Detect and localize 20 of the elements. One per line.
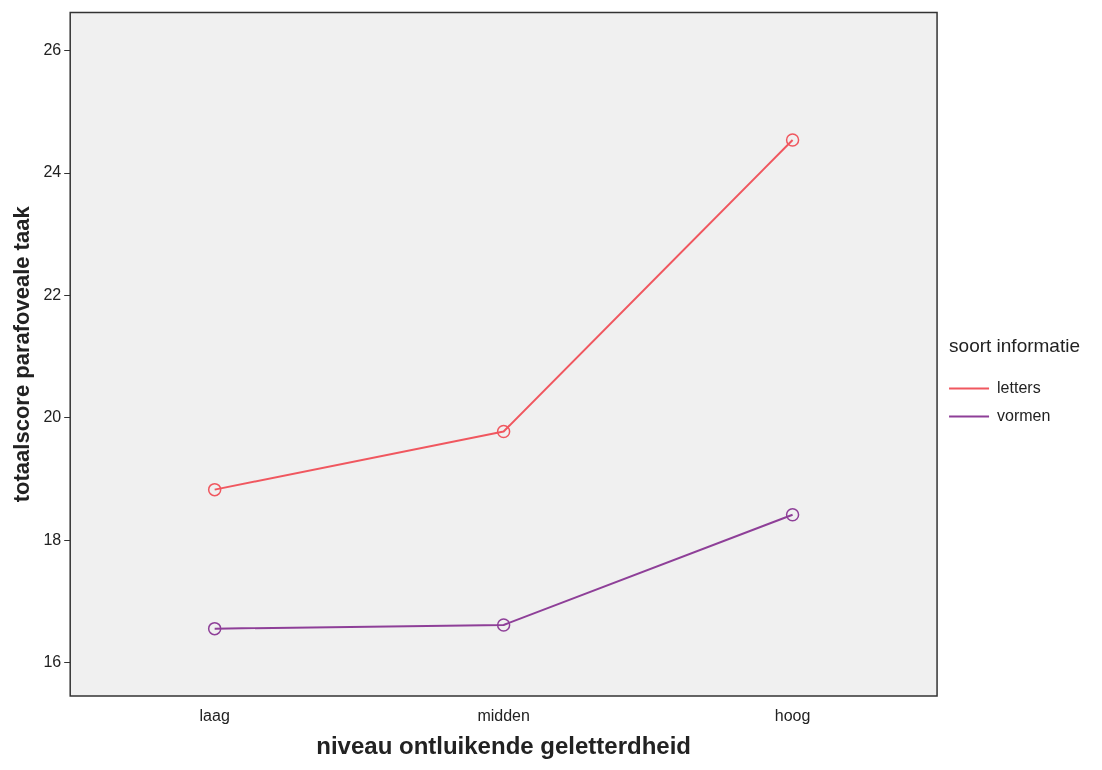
legend-title: soort informatie: [949, 335, 1081, 357]
legend-label: letters: [997, 378, 1041, 396]
y-tick-label: 24: [43, 163, 62, 181]
point: [785, 507, 800, 522]
point: [207, 621, 222, 636]
y-tick-label: 20: [43, 408, 62, 426]
point: [496, 424, 511, 439]
y-tick-label: 18: [43, 530, 62, 548]
x-tick-label: hoog: [774, 707, 811, 725]
y-tick-label: 22: [43, 285, 62, 303]
y-axis-title: totaalscore parafoveale taak: [9, 205, 35, 503]
x-tick-label: midden: [477, 707, 530, 725]
point: [785, 133, 800, 147]
legend-label: vormen: [997, 406, 1051, 424]
x-axis-title: niveau ontluikende geletterdheid: [316, 732, 691, 760]
x-tick-label: laag: [199, 707, 230, 725]
point: [207, 482, 222, 497]
point: [496, 618, 511, 632]
y-tick-label: 26: [43, 40, 62, 58]
y-tick-label: 16: [43, 653, 62, 671]
